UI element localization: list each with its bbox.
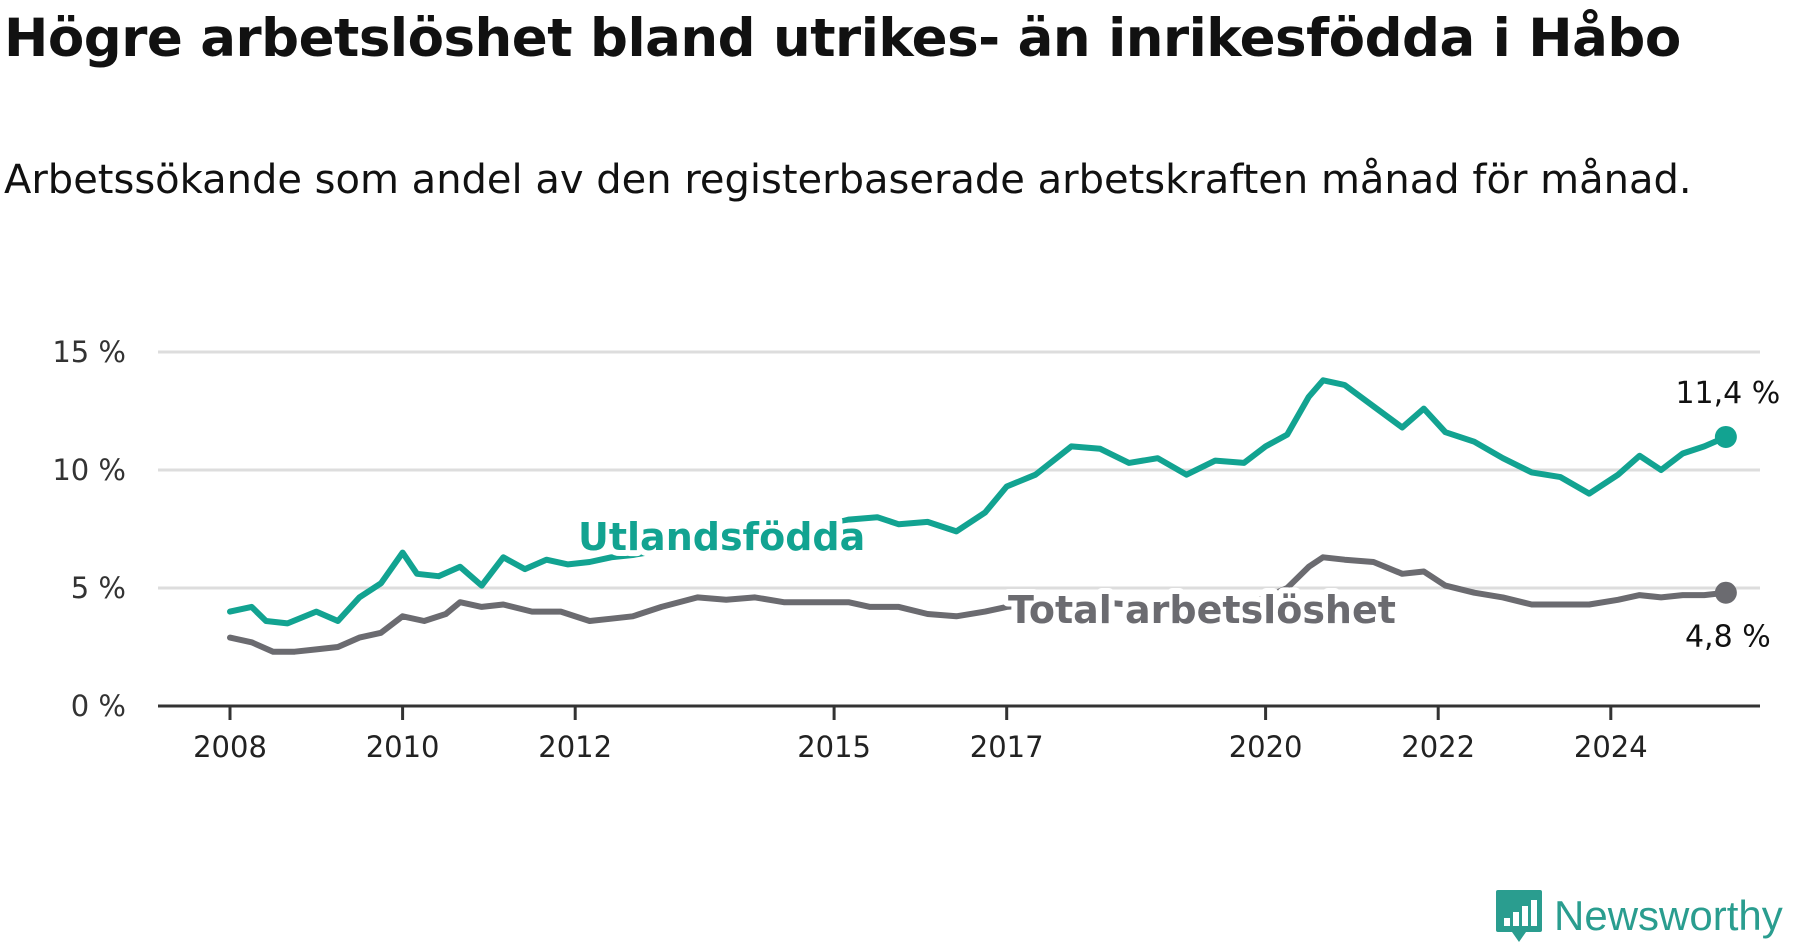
newsworthy-logo: Newsworthy: [1494, 888, 1783, 944]
x-tick-label: 2008: [193, 730, 267, 764]
newsworthy-bar-chart-icon: [1496, 890, 1542, 942]
y-tick-label: 15 %: [52, 335, 126, 369]
series-label-1: Total arbetslöshet: [1008, 588, 1396, 632]
series-labels: Utlandsfödda 11,4 % Total arbetslöshet 4,8 …: [572, 376, 1780, 655]
series-endpoint-1: [1714, 581, 1737, 604]
x-tick-label: 2010: [366, 730, 440, 764]
line-chart: 0 %5 %10 %15 % 2008 2010 2012 2015 2017 2020 2…: [52, 335, 1780, 764]
x-tick-label: 2022: [1401, 730, 1475, 764]
chart-title: Högre arbetslöshet bland utrikes- än inr…: [4, 8, 1681, 69]
x-tick-label: 2015: [797, 730, 871, 764]
series-endpoint-0: [1714, 425, 1737, 448]
series-end-value-1: 4,8 %: [1685, 620, 1771, 655]
series-lines: [227, 377, 1737, 655]
series-line-0: [227, 377, 1729, 627]
y-tick-label: 0 %: [71, 689, 126, 723]
x-tick-label: 2017: [970, 730, 1044, 764]
brand-name: Newsworthy: [1554, 892, 1783, 939]
chart-subtitle: Arbetssökande som andel av den registerb…: [4, 157, 1692, 203]
series-line-1: [227, 554, 1729, 655]
series-label-0: Utlandsfödda: [578, 515, 865, 559]
x-tick-label: 2024: [1574, 730, 1648, 764]
x-tick-label: 2012: [538, 730, 612, 764]
x-tick-label: 2020: [1229, 730, 1303, 764]
y-tick-label: 5 %: [71, 571, 126, 605]
y-axis-ticks: 0 % 5 % 10 % 15 %: [52, 335, 126, 723]
y-tick-label: 10 %: [52, 453, 126, 487]
gridlines: [158, 350, 1760, 708]
x-axis-ticks: 2008 2010 2012 2015 2017 2020 2022 2024: [193, 706, 1648, 764]
series-end-value-0: 11,4 %: [1675, 376, 1780, 411]
